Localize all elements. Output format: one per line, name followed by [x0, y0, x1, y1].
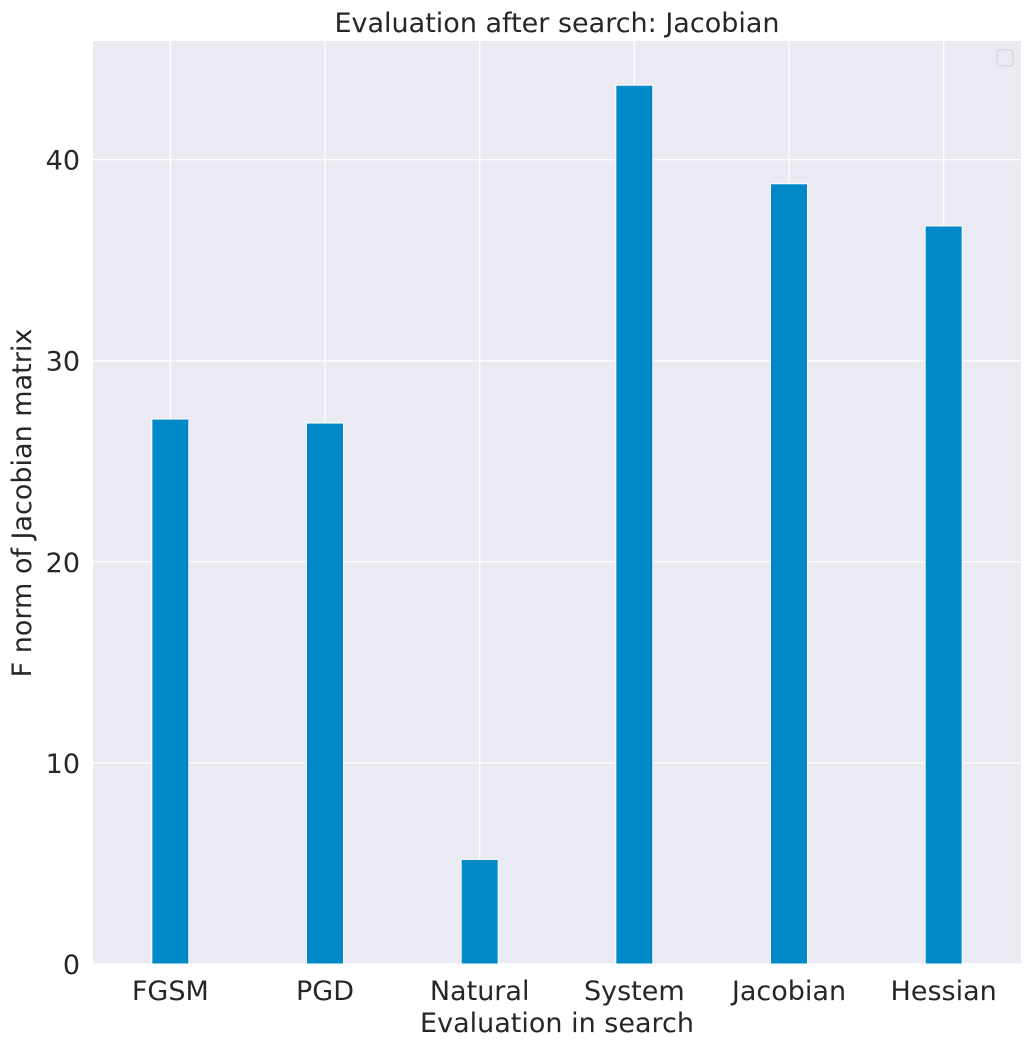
y-tick-label: 10 — [46, 749, 80, 780]
x-tick-label: Hessian — [891, 976, 997, 1007]
x-tick-label: Natural — [430, 976, 530, 1007]
bar-fgsm — [151, 418, 190, 965]
x-tick-label: FGSM — [132, 976, 209, 1007]
bar-jacobian — [770, 183, 808, 965]
y-tick-labels: 0 10 20 30 40 — [46, 146, 80, 981]
bar-pgd — [306, 422, 344, 965]
x-tick-label: Jacobian — [730, 976, 846, 1007]
y-tick-label: 40 — [46, 146, 80, 177]
legend-box — [996, 49, 1014, 67]
y-tick-label: 0 — [63, 950, 80, 981]
bar-natural — [460, 858, 499, 965]
bar-hessian — [924, 225, 963, 965]
bars — [151, 84, 963, 965]
bar-system — [615, 84, 654, 965]
chart-title: Evaluation after search: Jacobian — [334, 8, 779, 39]
y-tick-label: 20 — [46, 548, 80, 579]
x-tick-label: System — [584, 976, 685, 1007]
x-tick-label: PGD — [296, 976, 354, 1007]
plot-area — [93, 41, 1021, 964]
y-axis-label: F norm of Jacobian matrix — [7, 329, 38, 678]
x-axis-label: Evaluation in search — [420, 1008, 694, 1039]
y-tick-label: 30 — [46, 347, 80, 378]
x-tick-labels: FGSM PGD Natural System Jacobian Hessian — [132, 976, 997, 1007]
